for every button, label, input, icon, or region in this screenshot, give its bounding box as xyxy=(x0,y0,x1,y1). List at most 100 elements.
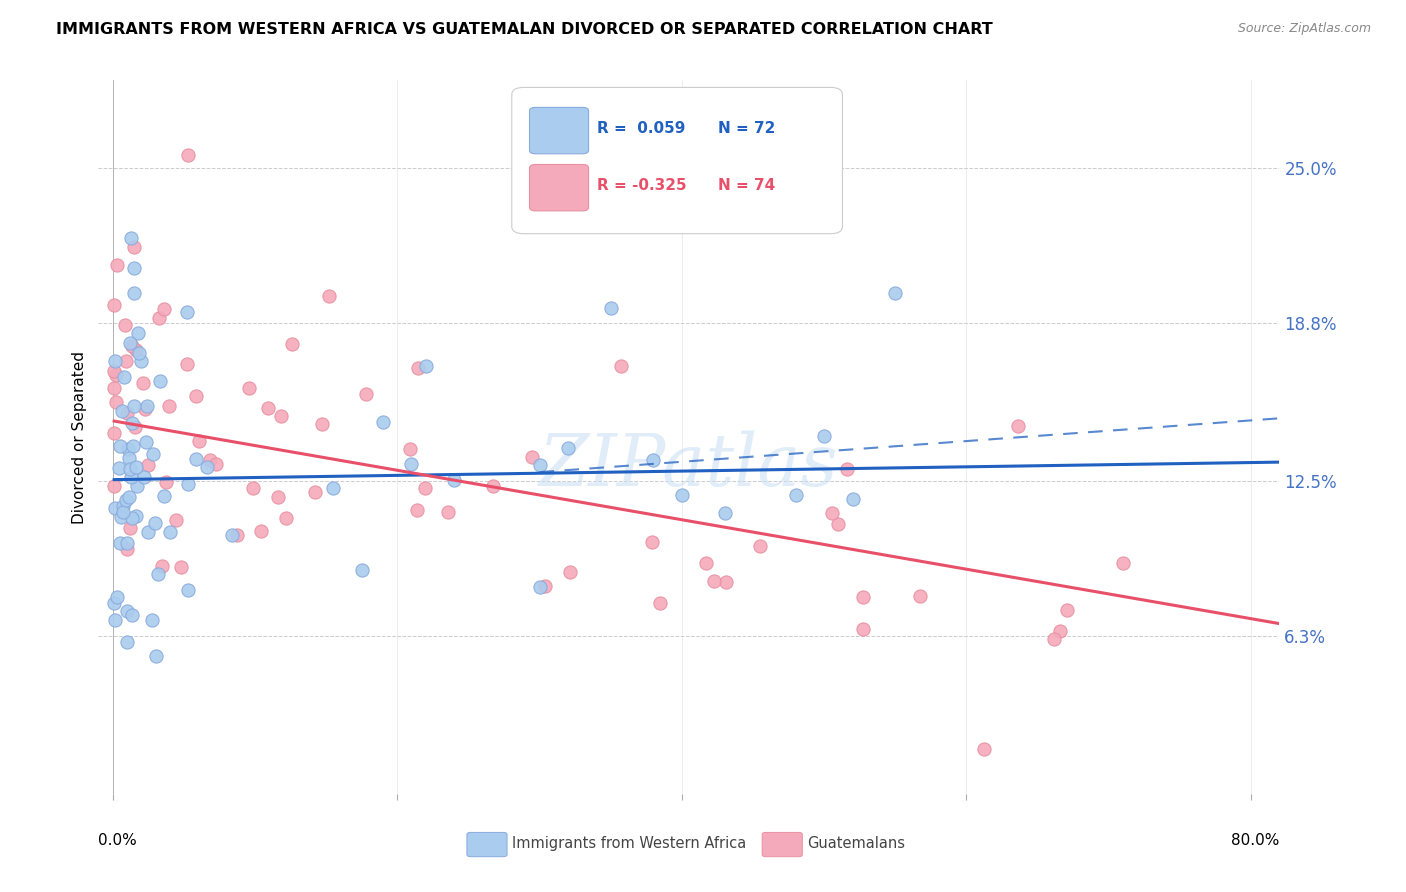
Point xyxy=(111,505,134,519)
Point xyxy=(124,420,146,434)
Point xyxy=(713,507,735,521)
Point xyxy=(121,510,143,524)
Point xyxy=(401,457,423,471)
Point xyxy=(134,470,156,484)
Point xyxy=(112,499,135,513)
Point xyxy=(270,409,292,423)
Point xyxy=(117,406,139,420)
Point xyxy=(103,298,125,312)
Point xyxy=(105,590,128,604)
Point xyxy=(242,481,264,495)
Point xyxy=(267,490,290,504)
Point xyxy=(110,509,132,524)
Text: ZIPatlas: ZIPatlas xyxy=(538,430,839,501)
Point xyxy=(188,434,211,449)
Point xyxy=(415,359,437,373)
Point xyxy=(529,458,551,472)
Point xyxy=(118,450,141,465)
Point xyxy=(120,231,142,245)
Point xyxy=(204,457,226,471)
Point xyxy=(170,560,193,574)
Point xyxy=(115,493,138,508)
Point xyxy=(122,240,145,254)
Point xyxy=(529,580,551,594)
Point xyxy=(304,484,326,499)
Point xyxy=(118,490,141,504)
Point xyxy=(118,335,141,350)
Text: R =  0.059: R = 0.059 xyxy=(596,121,685,136)
FancyBboxPatch shape xyxy=(762,832,803,856)
Point xyxy=(311,417,333,431)
Point xyxy=(125,460,148,475)
Point xyxy=(177,582,200,597)
FancyBboxPatch shape xyxy=(512,87,842,234)
Point xyxy=(835,462,858,476)
Point xyxy=(671,488,693,502)
Point xyxy=(1007,419,1029,434)
Point xyxy=(128,346,150,360)
Point xyxy=(177,476,200,491)
Point xyxy=(121,607,143,622)
Point xyxy=(136,524,159,539)
Point xyxy=(274,511,297,525)
Point xyxy=(117,442,139,456)
Point xyxy=(121,417,143,431)
Point xyxy=(127,326,149,341)
Point xyxy=(176,357,198,371)
FancyBboxPatch shape xyxy=(530,107,589,153)
Point xyxy=(105,394,128,409)
Point xyxy=(150,558,173,573)
Text: N = 72: N = 72 xyxy=(718,121,776,136)
Point xyxy=(165,512,187,526)
Point xyxy=(198,452,221,467)
Point xyxy=(132,376,155,390)
Point xyxy=(125,509,148,524)
Point xyxy=(852,590,875,604)
Point xyxy=(841,491,863,506)
Y-axis label: Divorced or Separated: Divorced or Separated xyxy=(72,351,87,524)
Point xyxy=(399,442,422,456)
Point xyxy=(104,613,127,627)
Point xyxy=(115,604,138,618)
Point xyxy=(821,507,844,521)
Point xyxy=(115,541,138,556)
Point xyxy=(124,261,146,276)
Point xyxy=(105,258,128,272)
Point xyxy=(322,481,344,495)
Point xyxy=(714,574,737,589)
Point xyxy=(186,452,208,467)
Point xyxy=(406,361,429,376)
Point xyxy=(238,381,260,395)
Point xyxy=(226,527,249,541)
Point xyxy=(648,596,671,610)
Point xyxy=(176,304,198,318)
Point xyxy=(134,402,156,417)
Text: Source: ZipAtlas.com: Source: ZipAtlas.com xyxy=(1237,22,1371,36)
Point xyxy=(350,563,373,577)
FancyBboxPatch shape xyxy=(467,832,508,856)
Point xyxy=(148,311,170,326)
Point xyxy=(121,339,143,353)
Point xyxy=(149,374,172,388)
FancyBboxPatch shape xyxy=(530,164,589,211)
Point xyxy=(108,460,131,475)
Text: 0.0%: 0.0% xyxy=(98,833,138,848)
Point xyxy=(143,516,166,531)
Point xyxy=(405,503,427,517)
Point xyxy=(354,386,377,401)
Point xyxy=(785,488,807,502)
Point xyxy=(104,354,127,368)
Point xyxy=(124,286,146,301)
Point xyxy=(115,635,138,649)
Point xyxy=(157,399,180,413)
Point xyxy=(136,458,159,472)
Point xyxy=(1049,624,1071,638)
Text: IMMIGRANTS FROM WESTERN AFRICA VS GUATEMALAN DIVORCED OR SEPARATED CORRELATION C: IMMIGRANTS FROM WESTERN AFRICA VS GUATEM… xyxy=(56,22,993,37)
Point xyxy=(103,596,125,610)
Point xyxy=(152,301,174,316)
Point xyxy=(118,462,141,476)
Point xyxy=(599,301,621,315)
Point xyxy=(437,505,460,519)
Point xyxy=(221,528,243,542)
Point xyxy=(443,473,465,487)
